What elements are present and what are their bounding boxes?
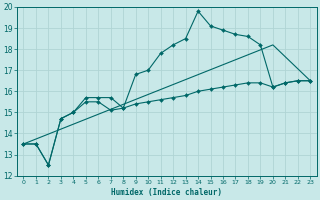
X-axis label: Humidex (Indice chaleur): Humidex (Indice chaleur): [111, 188, 222, 197]
